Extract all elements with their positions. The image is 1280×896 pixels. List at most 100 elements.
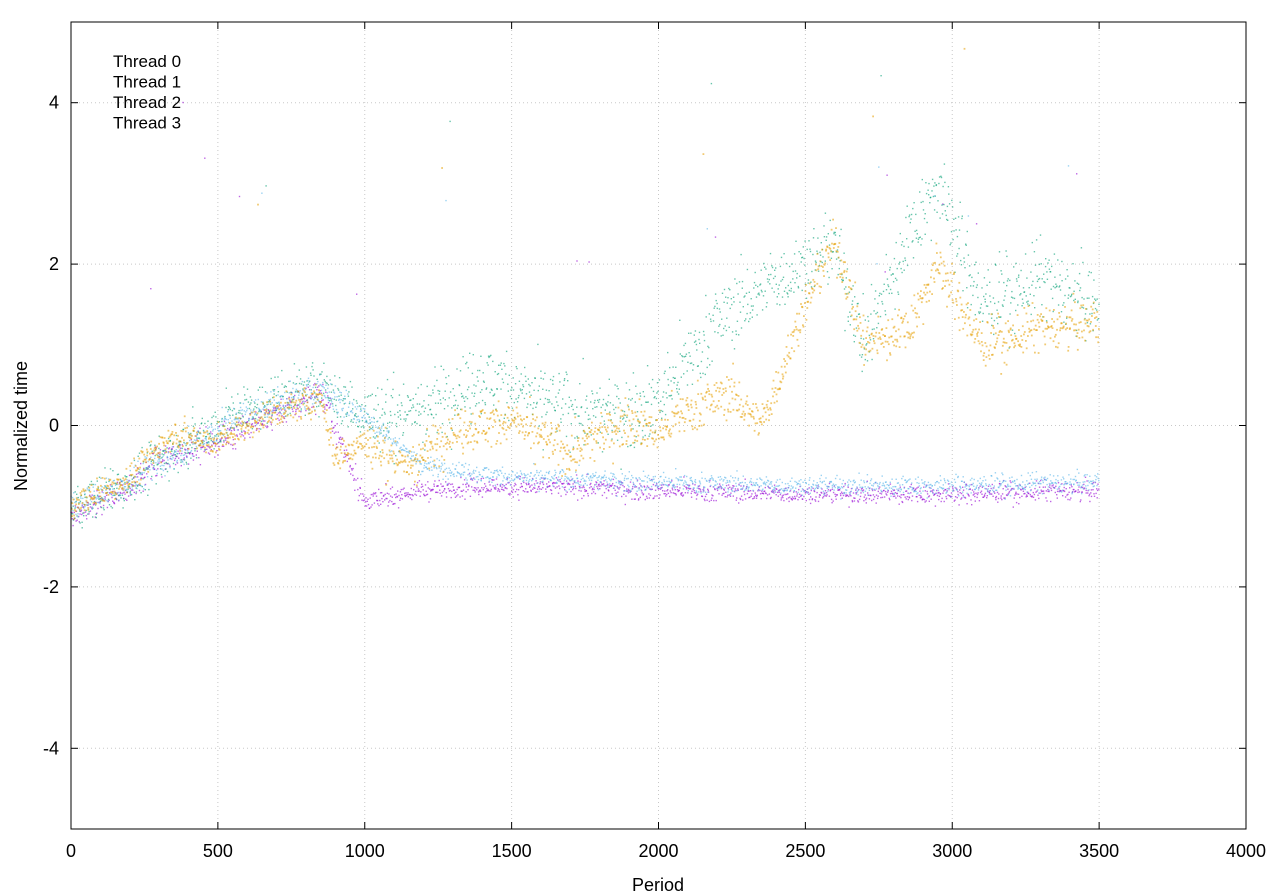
data-point bbox=[722, 492, 724, 495]
data-point bbox=[371, 504, 373, 506]
data-point bbox=[1033, 295, 1035, 297]
data-point bbox=[618, 398, 620, 400]
data-point bbox=[406, 448, 408, 450]
data-point bbox=[238, 409, 240, 412]
data-point bbox=[924, 213, 926, 215]
data-point bbox=[717, 332, 719, 334]
data-point bbox=[174, 454, 176, 456]
data-point bbox=[1062, 304, 1064, 306]
data-point bbox=[250, 409, 252, 411]
data-point bbox=[901, 484, 904, 486]
data-point bbox=[873, 310, 875, 312]
data-point bbox=[192, 406, 194, 408]
data-point bbox=[743, 491, 745, 493]
data-point bbox=[402, 434, 404, 436]
data-point bbox=[78, 502, 80, 504]
data-point bbox=[800, 490, 802, 492]
data-point bbox=[671, 478, 673, 481]
data-point bbox=[456, 407, 458, 410]
data-point bbox=[906, 481, 908, 483]
data-point bbox=[139, 484, 141, 486]
data-point bbox=[1040, 263, 1042, 265]
data-point bbox=[420, 473, 422, 476]
data-point bbox=[214, 411, 216, 413]
data-point bbox=[881, 475, 883, 477]
data-point bbox=[692, 369, 694, 371]
data-point bbox=[490, 354, 492, 357]
data-point bbox=[103, 509, 105, 511]
data-point bbox=[350, 411, 352, 413]
data-point bbox=[687, 487, 690, 490]
data-point bbox=[737, 479, 739, 481]
data-point bbox=[242, 402, 245, 405]
data-point bbox=[985, 305, 988, 307]
data-point bbox=[766, 497, 768, 500]
data-point bbox=[466, 388, 469, 391]
data-point bbox=[1063, 490, 1066, 493]
data-point bbox=[762, 295, 765, 297]
data-point bbox=[836, 474, 838, 477]
data-point bbox=[529, 385, 531, 387]
data-point bbox=[229, 429, 231, 431]
data-point bbox=[430, 466, 433, 468]
data-point bbox=[362, 499, 365, 502]
data-point bbox=[311, 362, 314, 364]
data-point bbox=[360, 493, 362, 495]
data-point bbox=[101, 513, 103, 516]
data-point bbox=[146, 452, 148, 454]
data-point bbox=[664, 490, 666, 492]
data-point bbox=[150, 288, 152, 290]
data-point bbox=[778, 293, 780, 295]
data-point bbox=[422, 470, 424, 473]
data-point bbox=[492, 395, 494, 397]
data-point bbox=[177, 471, 179, 474]
data-point bbox=[376, 435, 378, 437]
data-point bbox=[468, 464, 470, 466]
data-point bbox=[1019, 496, 1021, 499]
data-point bbox=[924, 233, 926, 235]
data-point bbox=[429, 408, 432, 411]
data-point bbox=[1018, 274, 1020, 276]
data-point bbox=[825, 495, 828, 497]
data-point bbox=[686, 487, 688, 489]
data-point bbox=[395, 493, 397, 495]
data-point bbox=[175, 455, 177, 457]
data-point bbox=[123, 491, 125, 493]
data-point bbox=[434, 480, 436, 482]
data-point bbox=[658, 481, 660, 484]
data-point bbox=[729, 486, 731, 488]
data-point bbox=[788, 265, 791, 268]
data-point bbox=[301, 392, 303, 395]
data-point bbox=[219, 440, 221, 443]
data-point bbox=[119, 491, 121, 494]
data-point bbox=[891, 492, 893, 494]
data-point bbox=[564, 475, 566, 477]
data-point bbox=[73, 511, 75, 514]
data-point bbox=[239, 402, 241, 404]
data-point bbox=[175, 434, 178, 437]
data-point bbox=[777, 491, 779, 494]
data-point bbox=[929, 484, 931, 486]
data-point bbox=[337, 431, 339, 433]
data-point bbox=[447, 488, 450, 490]
data-point bbox=[393, 503, 395, 505]
data-point bbox=[764, 486, 766, 489]
data-point bbox=[688, 332, 690, 334]
data-point bbox=[138, 452, 141, 454]
data-point bbox=[724, 476, 726, 479]
data-point bbox=[180, 454, 182, 457]
data-point bbox=[653, 481, 656, 484]
data-point bbox=[878, 166, 880, 168]
data-point bbox=[167, 451, 169, 453]
data-point bbox=[840, 486, 843, 488]
data-point bbox=[1030, 271, 1032, 273]
data-point bbox=[858, 498, 861, 501]
data-point bbox=[668, 484, 670, 486]
data-point bbox=[72, 509, 74, 512]
data-point bbox=[352, 404, 354, 406]
data-point bbox=[769, 481, 772, 483]
data-point bbox=[866, 480, 868, 482]
data-point bbox=[732, 485, 734, 487]
data-point bbox=[648, 383, 650, 385]
data-point bbox=[713, 307, 715, 309]
